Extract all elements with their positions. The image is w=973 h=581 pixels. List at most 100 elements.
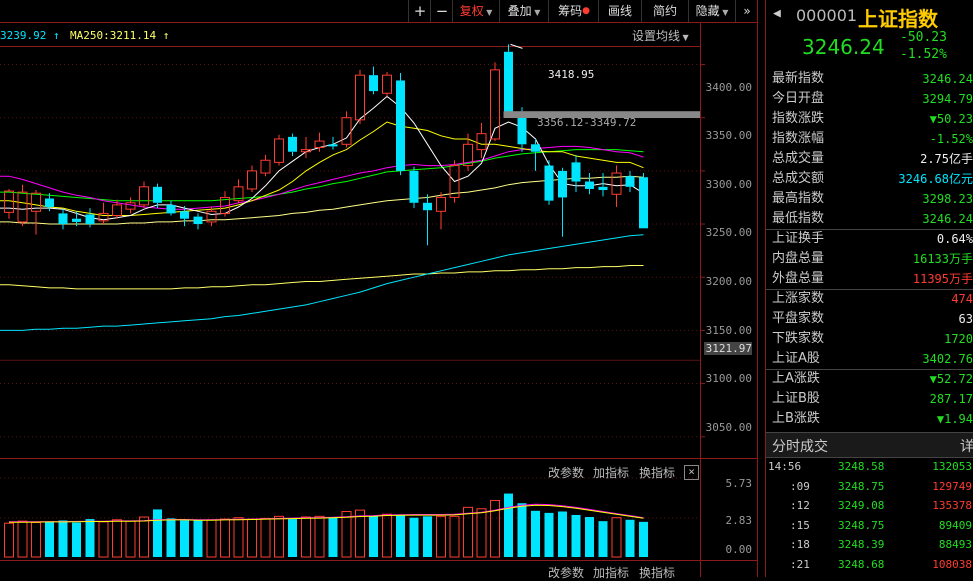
candle-body	[504, 51, 513, 113]
candle-body	[58, 213, 68, 225]
yincang-dropdown[interactable]: 隐藏 ▼	[688, 0, 735, 22]
stat-value: 11395万手	[912, 272, 973, 286]
candle-body	[490, 69, 500, 140]
candle-body	[585, 181, 594, 189]
candle-body	[598, 186, 608, 191]
ma-settings-dropdown[interactable]: 设置均线 ▼	[632, 27, 689, 44]
index-code: 000001	[796, 6, 858, 25]
ma250-value: MA250:3211.14	[70, 29, 157, 42]
stat-row: 指数涨跌 ▼50.23	[772, 109, 973, 129]
stat-label: 最高指数	[772, 191, 825, 206]
volume-bar	[639, 521, 648, 557]
ma-settings-label: 设置均线	[632, 29, 681, 43]
volume-bar	[436, 515, 446, 558]
candle-body	[463, 143, 473, 167]
volume-bar	[125, 520, 136, 558]
stats-divider	[766, 229, 973, 230]
candle-body	[193, 216, 203, 225]
candle-body	[220, 196, 230, 214]
tick-time: :18	[790, 538, 810, 551]
stat-label: 外盘总量	[772, 271, 825, 286]
chouma-label: 筹码	[558, 4, 583, 18]
close-icon[interactable]: ×	[684, 465, 699, 480]
price-axis-label: 3300.00	[705, 178, 752, 191]
candle-body	[611, 172, 622, 195]
tick-price: 3248.68	[838, 557, 885, 571]
stat-row: 平盘家数 63	[772, 309, 973, 329]
tick-row: :09 3248.75 129749	[766, 478, 973, 496]
diejia-dropdown[interactable]: 叠加 ▼	[499, 0, 548, 22]
fuquan-label: 复权	[459, 4, 484, 18]
stat-label: 上证A股	[772, 351, 820, 366]
tick-row: 14:56 3248.58 132053	[766, 458, 973, 476]
volume-bar	[423, 516, 432, 557]
high-arrow	[510, 43, 523, 49]
vol-add-indicator-button[interactable]: 加指标	[593, 466, 630, 480]
zoom-out-button[interactable]: −	[430, 0, 453, 22]
index-name: 上证指数	[858, 7, 938, 31]
candle-body	[558, 170, 567, 198]
vol-change-params-button[interactable]: 改参数	[548, 466, 585, 480]
volume-bar	[463, 506, 473, 558]
huaxian-button[interactable]: 画线	[598, 0, 641, 22]
candle-body	[72, 218, 81, 222]
stat-row: 上B涨跌 ▼1.94	[772, 409, 973, 429]
candle-body	[369, 75, 378, 92]
chouma-button[interactable]: 筹码●	[548, 0, 599, 22]
stat-row: 总成交量 2.75亿手	[772, 149, 973, 169]
collapse-panel-button[interactable]: »	[735, 0, 758, 22]
stat-label: 上A涨跌	[772, 371, 820, 386]
candle-body	[153, 186, 162, 203]
jianyue-button[interactable]: 简约	[641, 0, 688, 22]
stat-value: 3402.76	[922, 352, 973, 366]
volume-bar	[98, 521, 109, 558]
chevron-down-icon: ▼	[719, 8, 729, 17]
stat-value: 3246.24	[922, 72, 973, 86]
volume-axis-label: 0.00	[725, 543, 753, 556]
stat-label: 最新指数	[772, 71, 825, 86]
volume-bar	[517, 503, 527, 557]
yincang-label: 隐藏	[695, 4, 720, 18]
tick-price: 3249.08	[838, 499, 885, 512]
volume-bar	[585, 517, 594, 557]
candle-body	[625, 176, 635, 187]
zoom-in-button[interactable]: +	[408, 0, 431, 22]
bottom-switch-indicator-button[interactable]: 换指标	[639, 566, 676, 580]
stat-row: 指数涨幅 -1.52%	[772, 129, 973, 149]
volume-bar	[72, 522, 81, 557]
scroll-left-icon[interactable]: ◀	[773, 6, 781, 21]
volume-bar	[260, 517, 271, 558]
stat-label: 最低指数	[772, 211, 825, 226]
volume-bar	[476, 508, 487, 558]
candle-body	[476, 133, 487, 151]
candle-body	[355, 74, 365, 121]
stat-label: 指数涨跌	[772, 111, 825, 126]
stat-value: 1720	[944, 332, 973, 346]
fuquan-dropdown[interactable]: 复权 ▼	[452, 0, 499, 22]
stats-divider	[766, 369, 973, 370]
bottom-add-indicator-button[interactable]: 加指标	[593, 566, 630, 580]
volume-bar	[17, 520, 28, 558]
price-axis-label: 3350.00	[705, 129, 752, 142]
stat-value: 2.75亿手	[920, 152, 973, 166]
price-axis-current-label: 3121.97	[704, 342, 752, 355]
tick-volume: 108038	[932, 557, 972, 571]
tick-volume: 89409	[938, 518, 972, 532]
stat-value: 63	[958, 312, 973, 326]
stat-row: 上证换手 0.64%	[772, 229, 973, 249]
stat-row: 下跌家数 1720	[772, 329, 973, 349]
volume-bar	[4, 522, 14, 558]
vol-switch-indicator-button[interactable]: 换指标	[639, 466, 676, 480]
bottom-change-params-button[interactable]: 改参数	[548, 566, 585, 580]
price-axis-label: 3200.00	[705, 275, 752, 288]
candle-body	[571, 162, 581, 182]
volume-bar	[571, 514, 581, 557]
tick-row: :18 3248.39 88493	[766, 536, 973, 554]
tick-detail-button[interactable]: 详	[960, 439, 973, 455]
candle-body	[436, 196, 446, 212]
stat-value: 3246.24	[922, 212, 973, 226]
price-axis-label: 3100.00	[705, 372, 752, 385]
stat-row: 上A涨跌 ▼52.72	[772, 369, 973, 389]
candle-body	[139, 186, 149, 206]
